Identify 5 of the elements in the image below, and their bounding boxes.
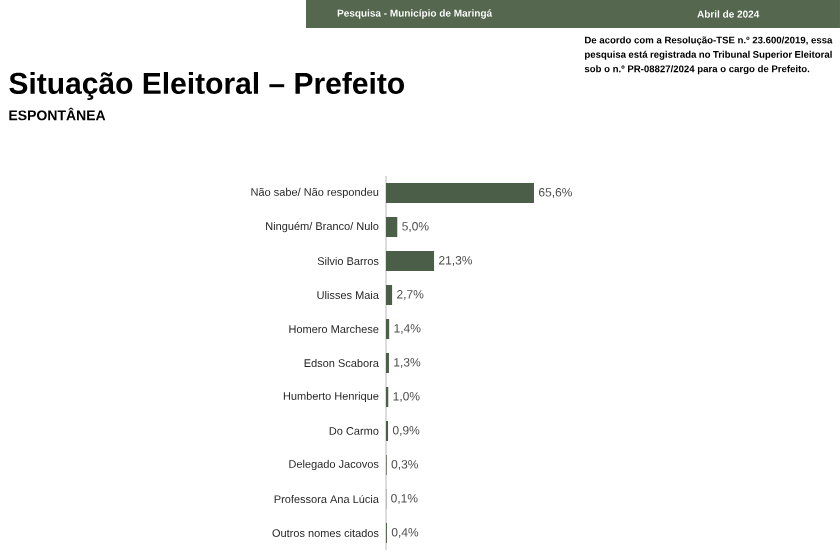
bar [386, 216, 398, 237]
chart-title: Situação Eleitoral – Prefeito [9, 72, 405, 100]
bar [386, 182, 534, 203]
bar [386, 284, 393, 305]
bar [386, 250, 435, 271]
